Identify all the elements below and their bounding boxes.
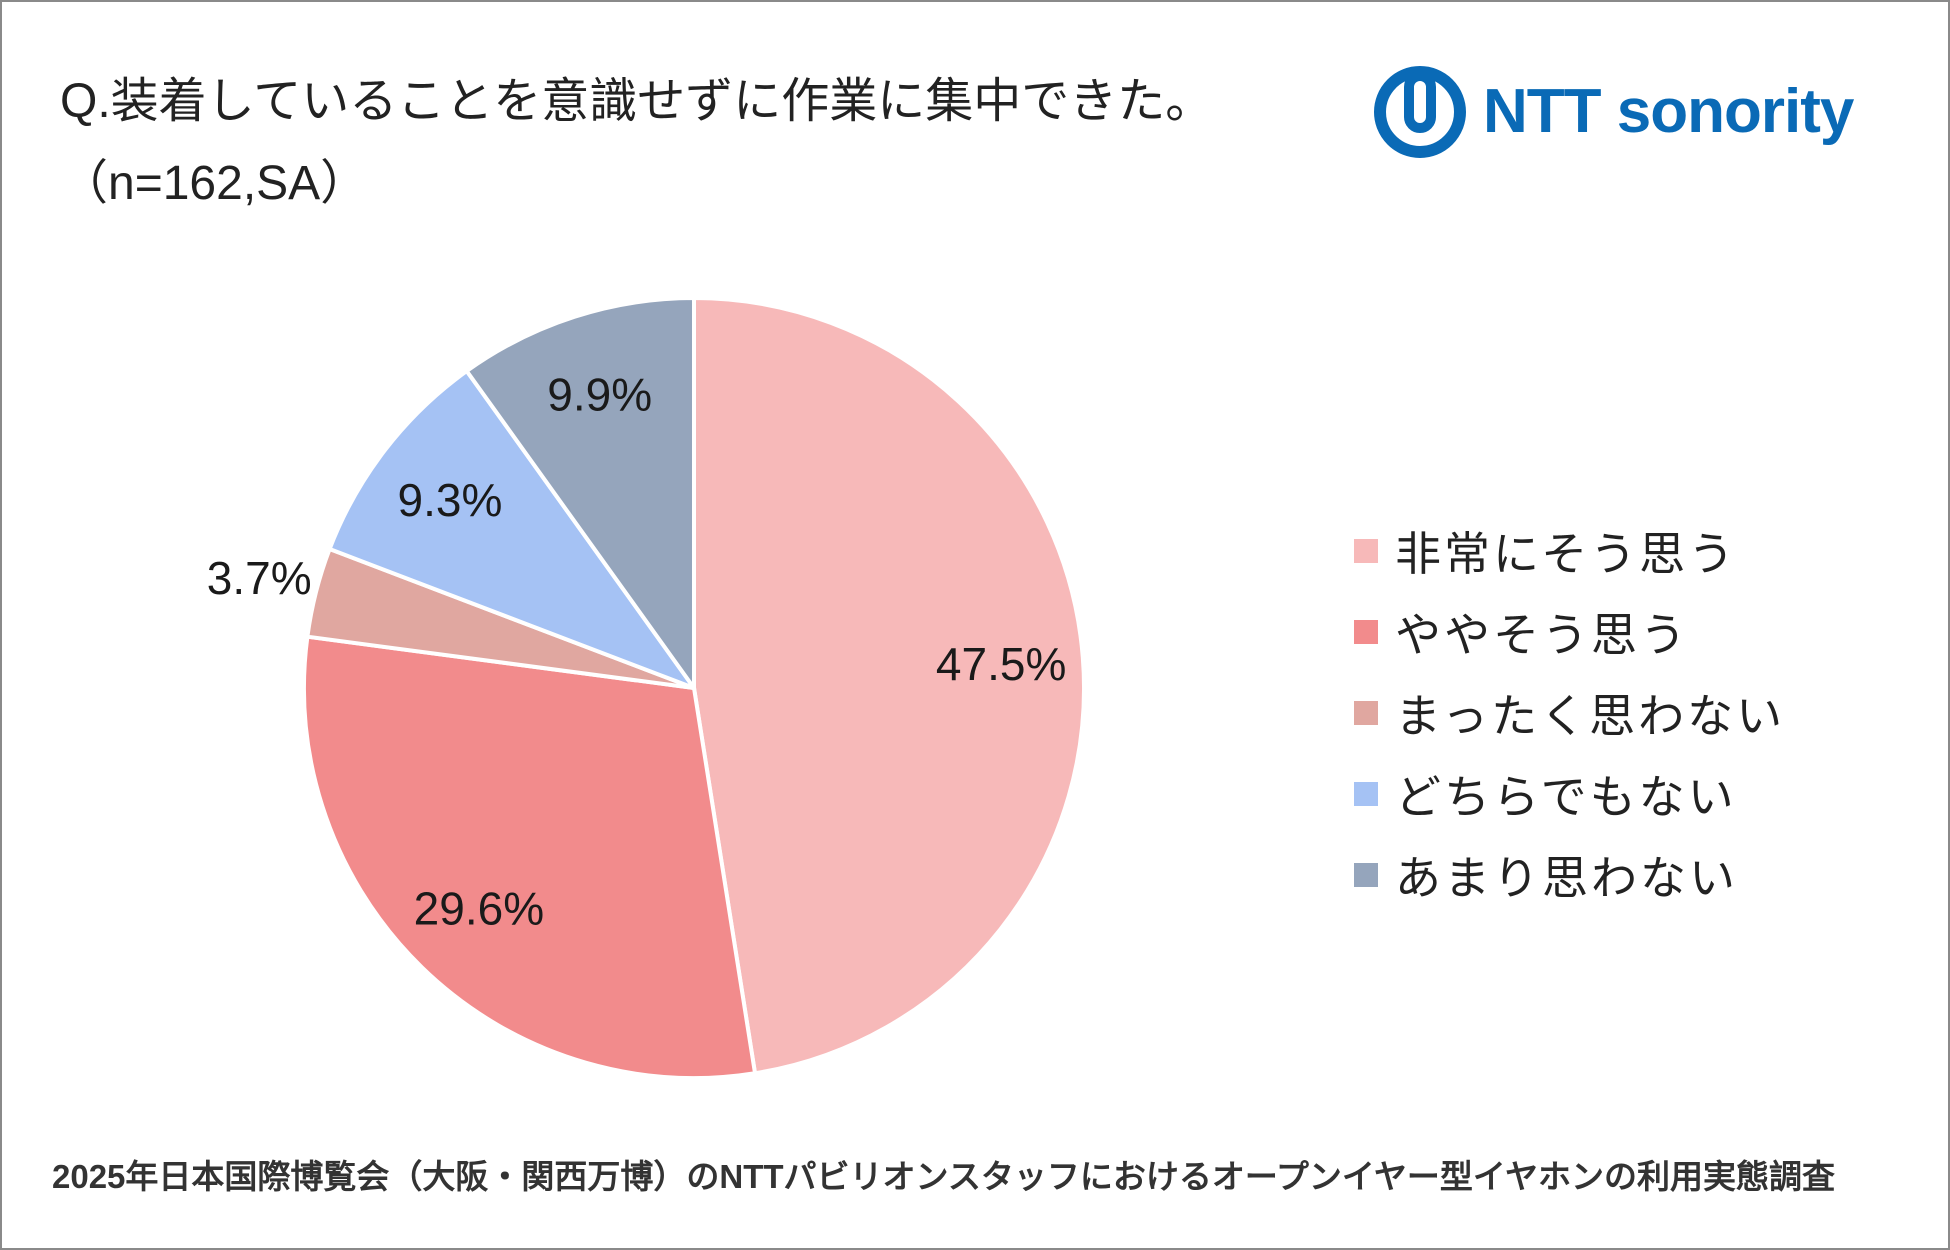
legend-swatch (1354, 700, 1378, 725)
survey-footnote: 2025年日本国際博覧会（大阪・関西万博）のNTTパビリオンスタッフにおけるオー… (52, 1158, 1835, 1195)
logo-text: NTT sonority (1483, 77, 1854, 146)
legend-item: あまり思わない (1354, 834, 1785, 915)
chart-title: Q.装着していることを意識せずに作業に集中できた。 (60, 75, 1214, 128)
legend-label: あまり思わない (1395, 851, 1738, 904)
chart-legend: 非常にそう思う ややそう思うまったく思わない どちらでもない あまり思わない (1354, 510, 1785, 915)
legend-label: ややそう思う (1395, 608, 1689, 661)
legend-item: ややそう思う (1354, 591, 1785, 672)
pie-slice (692, 296, 1086, 1076)
legend-item: まったく思わない (1354, 672, 1785, 753)
legend-label: 非常にそう思う (1395, 527, 1738, 580)
legend-item: どちらでもない (1354, 753, 1785, 834)
ntt-ring-icon (1374, 66, 1466, 158)
pie-slice (302, 634, 758, 1080)
data-label: 9.3% (398, 474, 503, 526)
data-label: 47.5% (936, 638, 1066, 690)
pie-slices (302, 296, 1086, 1080)
legend-swatch (1354, 619, 1378, 644)
chart-subtitle: （n=162,SA） (60, 157, 369, 210)
legend-label: どちらでもない (1395, 770, 1737, 823)
brand-logo: NTT sonority (1373, 65, 1854, 159)
legend-swatch (1354, 538, 1378, 563)
legend-swatch (1354, 781, 1378, 806)
data-label: 9.9% (547, 369, 652, 421)
pie-slice (464, 296, 696, 690)
pie-slice (327, 369, 696, 690)
data-label: 29.6% (414, 883, 544, 935)
data-label: 3.7% (207, 552, 312, 604)
pie-data-labels: 47.5% 29.6% 3.7% 9.3% 9.9% (207, 369, 1067, 935)
legend-item: 非常にそう思う (1354, 510, 1785, 591)
legend-swatch (1354, 862, 1378, 887)
legend-label: まったく思わない (1395, 689, 1786, 742)
